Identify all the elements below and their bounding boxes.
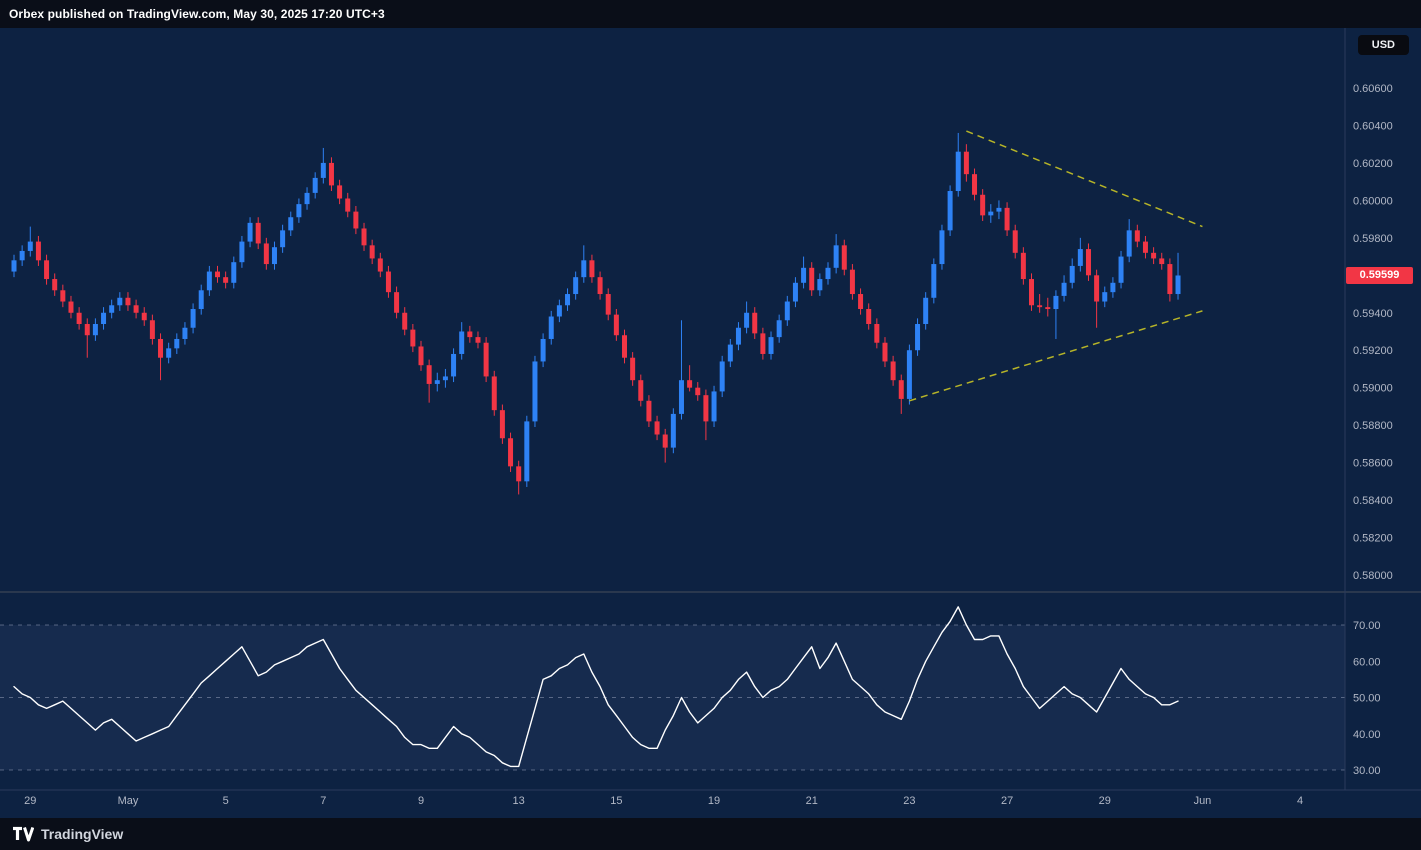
svg-text:29: 29 [24,795,36,807]
bottom-bar: TradingView [0,818,1421,850]
svg-text:0.60400: 0.60400 [1353,120,1393,132]
svg-text:5: 5 [223,795,229,807]
svg-text:May: May [118,795,139,807]
attribution-text: Orbex published on TradingView.com, May … [9,7,385,21]
chart-canvas[interactable]: 0.60600 0.60400 0.60200 0.60000 0.59800 0.594… [0,28,1421,818]
svg-text:0.60200: 0.60200 [1353,158,1393,170]
svg-text:0.60000: 0.60000 [1353,195,1393,207]
svg-text:0.59800: 0.59800 [1353,233,1393,245]
svg-text:13: 13 [513,795,525,807]
svg-text:21: 21 [806,795,818,807]
tradingview-logo-icon [13,826,34,842]
svg-text:15: 15 [610,795,622,807]
svg-text:0.60600: 0.60600 [1353,83,1393,95]
svg-text:0.58200: 0.58200 [1353,533,1393,545]
svg-text:50.00: 50.00 [1353,693,1381,705]
svg-text:9: 9 [418,795,424,807]
svg-text:60.00: 60.00 [1353,656,1381,668]
svg-text:23: 23 [903,795,915,807]
currency-button[interactable]: USD [1357,35,1409,55]
svg-text:Jun: Jun [1194,795,1212,807]
svg-text:19: 19 [708,795,720,807]
svg-text:27: 27 [1001,795,1013,807]
svg-text:30.00: 30.00 [1353,765,1381,777]
svg-text:70.00: 70.00 [1353,620,1381,632]
last-price-label: 0.59599 [1346,267,1413,284]
svg-text:40.00: 40.00 [1353,729,1381,741]
tradingview-logo[interactable]: TradingView [12,826,123,842]
svg-text:0.59400: 0.59400 [1353,308,1393,320]
svg-text:29: 29 [1099,795,1111,807]
svg-text:0.58800: 0.58800 [1353,420,1393,432]
svg-text:0.58400: 0.58400 [1353,495,1393,507]
top-bar: Orbex published on TradingView.com, May … [0,0,1421,28]
chart-area: 0.60600 0.60400 0.60200 0.60000 0.59800 0.594… [0,28,1421,818]
tradingview-wordmark: TradingView [41,826,124,842]
svg-text:4: 4 [1297,795,1303,807]
svg-text:0.58600: 0.58600 [1353,458,1393,470]
svg-text:7: 7 [320,795,326,807]
svg-text:0.59200: 0.59200 [1353,345,1393,357]
svg-text:0.59000: 0.59000 [1353,383,1393,395]
svg-text:0.58000: 0.58000 [1353,570,1393,582]
